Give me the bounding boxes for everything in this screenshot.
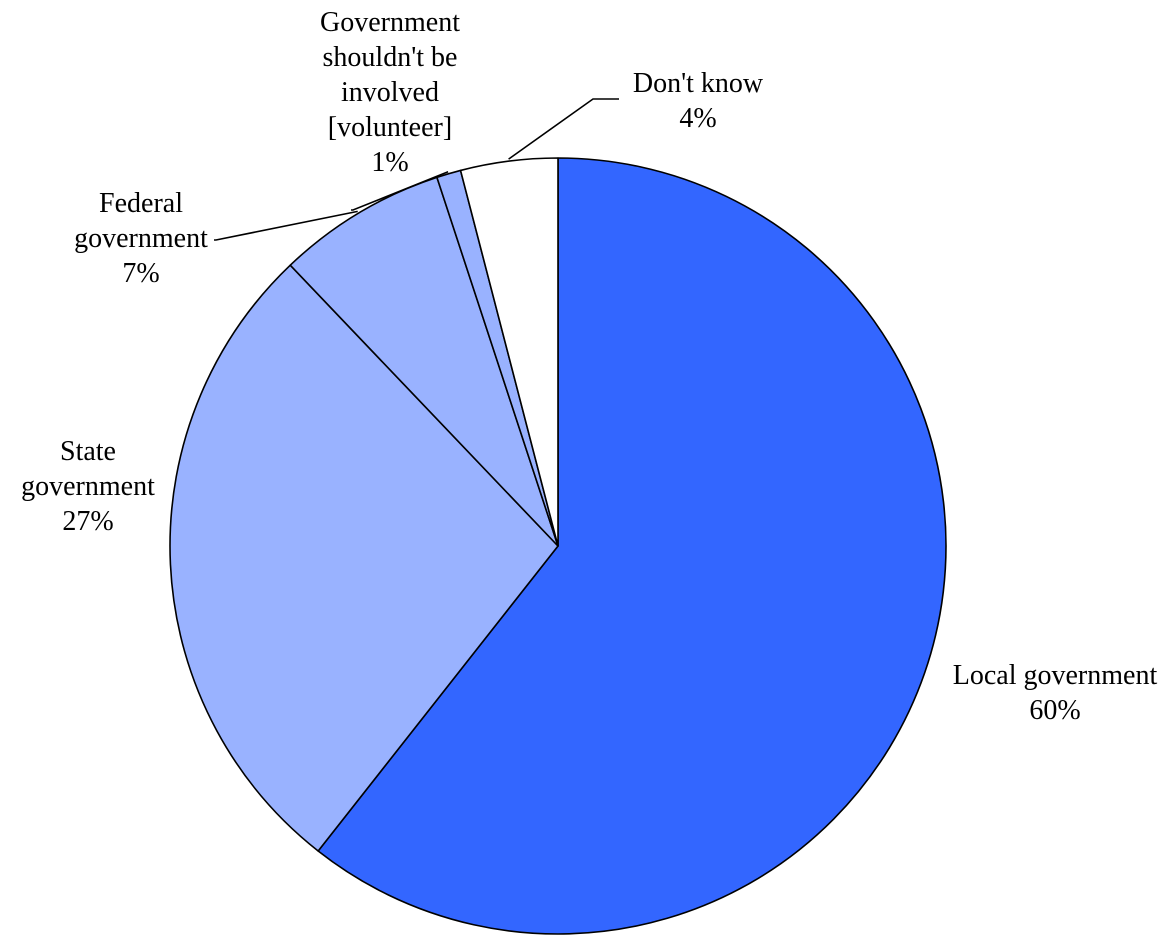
slice-label-0: Local government 60%	[953, 660, 1158, 726]
pie-slices	[169, 157, 947, 935]
leader-line-2	[214, 210, 358, 241]
slice-name-label: shouldn't be	[323, 42, 458, 73]
slice-label-2: Federal government 7%	[74, 188, 208, 289]
slice-name-label: involved	[341, 77, 439, 108]
pie-slice-1	[169, 264, 559, 852]
pie-slice-4	[459, 157, 559, 547]
leader-line-4	[508, 98, 619, 160]
slice-name-label: Federal	[99, 188, 183, 219]
slice-label-4: Don't know 4%	[633, 68, 764, 134]
slice-value-label: 27%	[62, 506, 113, 537]
slice-labels: Local government 60% State government 27% Fed…	[21, 7, 1157, 726]
slice-name-label: State	[60, 436, 116, 467]
slice-label-3: Government shouldn't be involved [volunteer…	[320, 7, 460, 178]
leader-line-3	[351, 171, 449, 211]
slice-value-label: 60%	[1029, 695, 1080, 726]
leader-lines	[214, 98, 619, 241]
slice-name-label: Government	[320, 7, 460, 38]
slice-value-label: 1%	[371, 147, 408, 178]
slice-label-1: State government 27%	[21, 436, 155, 537]
slice-name-label: Don't know	[633, 68, 764, 99]
slice-name-label: Local government	[953, 660, 1158, 691]
slice-name-label: government	[74, 223, 208, 254]
slice-value-label: 4%	[679, 103, 716, 134]
slice-value-label: 7%	[122, 258, 159, 289]
slice-name-label: [volunteer]	[328, 112, 452, 143]
slice-name-label: government	[21, 471, 155, 502]
pie-slice-0	[317, 157, 947, 935]
